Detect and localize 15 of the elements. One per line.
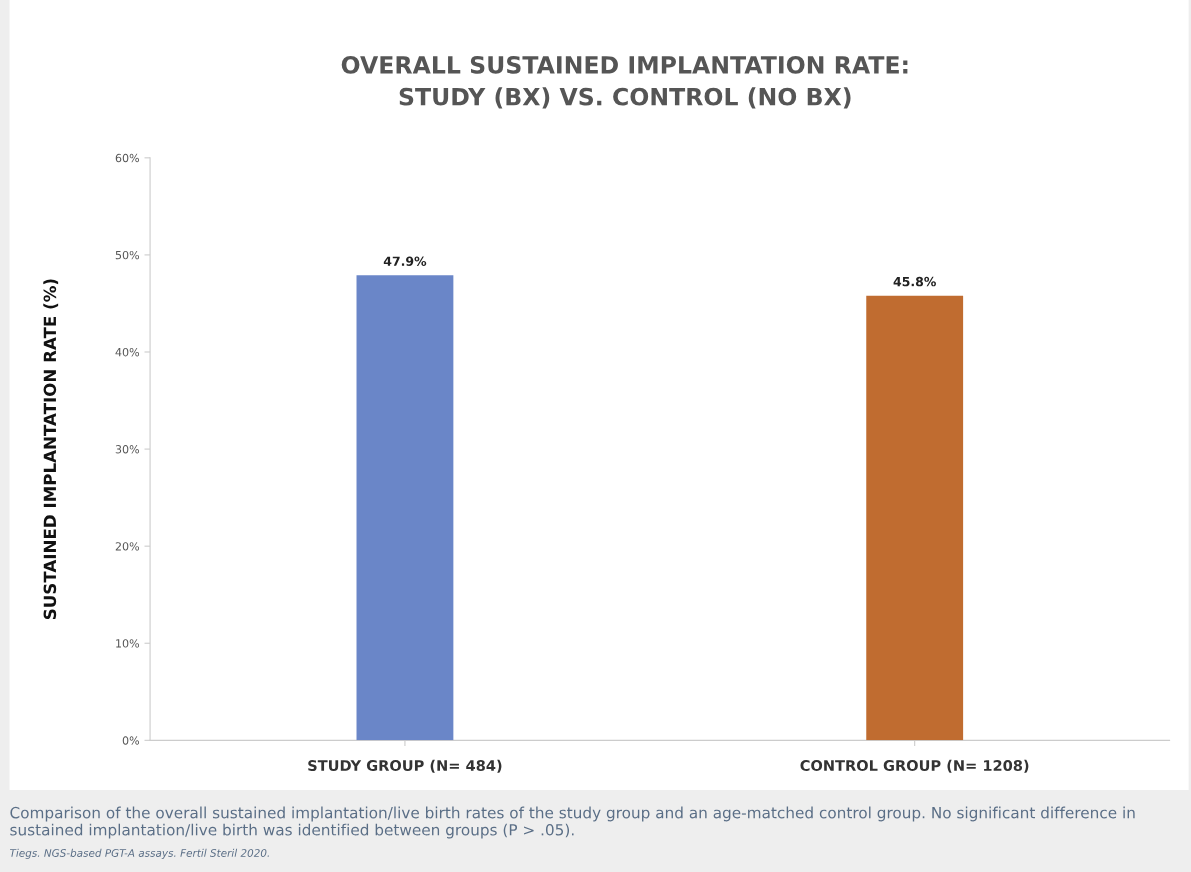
y-tick-label: 20% [115, 542, 140, 551]
y-tick-label: 60% [115, 153, 140, 163]
chart-title: OVERALL SUSTAINED IMPLANTATION RATE: STUDY (BX) VS. CONTROL (NO BX) [341, 55, 908, 109]
data-label: 47.9% [383, 256, 427, 266]
text: Comparison of the overall sustained implantation/live birth rates of the study group and an age-matched control group. No significant difference in sustained implantation/live birth was identified between groups (P > .05). [10, 806, 1135, 839]
y-tick-label: 50% [115, 250, 140, 260]
y-tick-label: 0% [122, 736, 140, 745]
x-tick-label: CONTROL GROUP (N= 1208) [800, 759, 1029, 773]
y-axis-title: SUSTAINED IMPLANTATION RATE (%) [43, 279, 59, 620]
y-tick-label: 40% [115, 347, 140, 357]
text: Tiegs. NGS-based PGT-A assays. Fertil Steril 2020. [9, 848, 269, 859]
data-label: 45.8% [893, 276, 936, 287]
y-tick-label: 10% [116, 639, 140, 648]
y-tick-label: 30% [115, 445, 140, 454]
x-tick-label: STUDY GROUP (N= 484) [308, 759, 502, 773]
